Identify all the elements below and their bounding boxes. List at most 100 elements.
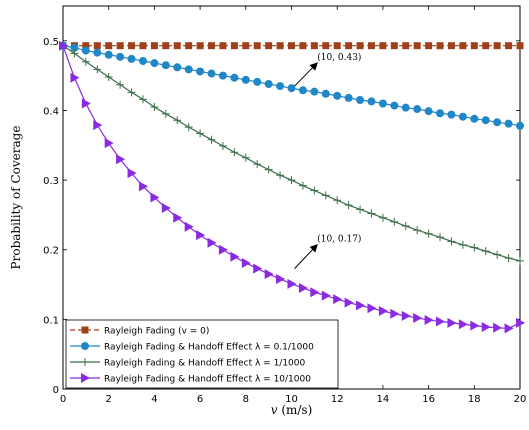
data-point [493,250,502,259]
data-point [356,205,365,214]
data-point [173,63,182,72]
data-point [378,213,387,222]
data-point [104,73,113,82]
data-point [321,191,330,200]
data-point [493,42,501,50]
data-point [321,89,330,98]
data-point [139,42,147,50]
data-point [424,107,433,116]
data-point [287,176,296,185]
data-point [322,42,330,50]
y-axis-label: Probability of Coverage [9,126,23,270]
data-point [218,244,228,255]
x-tick-label: 10 [285,394,298,405]
data-point [493,322,503,333]
annotation-arrow [294,62,318,87]
data-point [367,97,376,106]
data-point [310,287,320,298]
data-point [367,42,375,50]
legend-label: Rayleigh Fading & Handoff Effect λ = 0.1… [104,343,314,353]
data-point [413,42,421,50]
data-point [356,96,365,105]
data-point [253,263,263,274]
data-point [378,99,387,108]
data-point [138,57,147,66]
data-point [413,312,423,323]
data-point [82,42,90,50]
data-point [230,73,239,82]
data-point [207,69,216,78]
data-point [447,237,456,246]
data-point [173,212,183,223]
data-point [230,251,240,262]
data-point [345,42,353,50]
data-point [128,42,136,50]
data-point [424,229,433,238]
data-point [424,315,434,326]
y-tick-label: 0.2 [43,246,59,257]
data-point [81,98,91,109]
data-point [242,42,250,50]
data-point [470,320,480,331]
data-point [116,42,124,50]
data-point [265,42,273,50]
data-point [150,59,159,68]
x-tick-label: 0 [60,394,66,405]
legend-marker [81,358,89,366]
legend-item: Rayleigh Fading & Handoff Effect λ = 10/… [70,373,311,385]
data-point [173,116,182,125]
data-point [458,319,468,330]
data-point [116,80,125,89]
data-point [436,233,445,242]
data-point [116,52,125,61]
x-tick-label: 14 [377,394,390,405]
data-point [127,168,137,179]
x-tick-label: 12 [331,394,344,405]
y-tick-label: 0.4 [43,106,59,117]
data-point [378,306,388,317]
data-point [287,84,296,93]
data-point [161,202,171,213]
legend-marker [81,342,89,350]
x-tick-label: 6 [197,394,203,405]
data-point [218,141,227,150]
data-point [196,42,204,50]
data-point [196,129,205,138]
data-point [276,171,285,180]
data-point [230,148,239,157]
data-point [504,254,513,263]
data-point [116,154,126,165]
data-point [264,79,273,88]
data-point [138,181,148,192]
data-point [447,317,457,328]
data-point [401,103,410,112]
data-point [333,42,341,50]
data-point [344,201,353,210]
data-point [161,61,170,70]
data-point [276,42,284,50]
data-point [184,221,194,232]
data-point [401,310,411,321]
x-axis-label-unit: (m/s) [278,403,313,417]
data-point [413,105,422,114]
data-point [379,42,387,50]
data-point [516,121,524,130]
data-point [218,71,227,80]
x-tick-label: 20 [514,394,527,405]
data-point [493,118,502,127]
data-point [196,230,206,241]
data-point [70,72,80,83]
annotation-arrow [294,243,318,269]
legend: Rayleigh Fading (v = 0) Rayleigh Fading &… [65,319,339,389]
data-point [207,237,217,248]
y-tick-label: 0.1 [43,315,59,326]
data-point [219,42,227,50]
data-point [185,42,193,50]
data-point [287,278,297,289]
data-point [276,82,285,91]
data-point [298,86,307,95]
data-point [504,119,513,128]
data-point [104,138,114,149]
data-point [516,42,524,50]
